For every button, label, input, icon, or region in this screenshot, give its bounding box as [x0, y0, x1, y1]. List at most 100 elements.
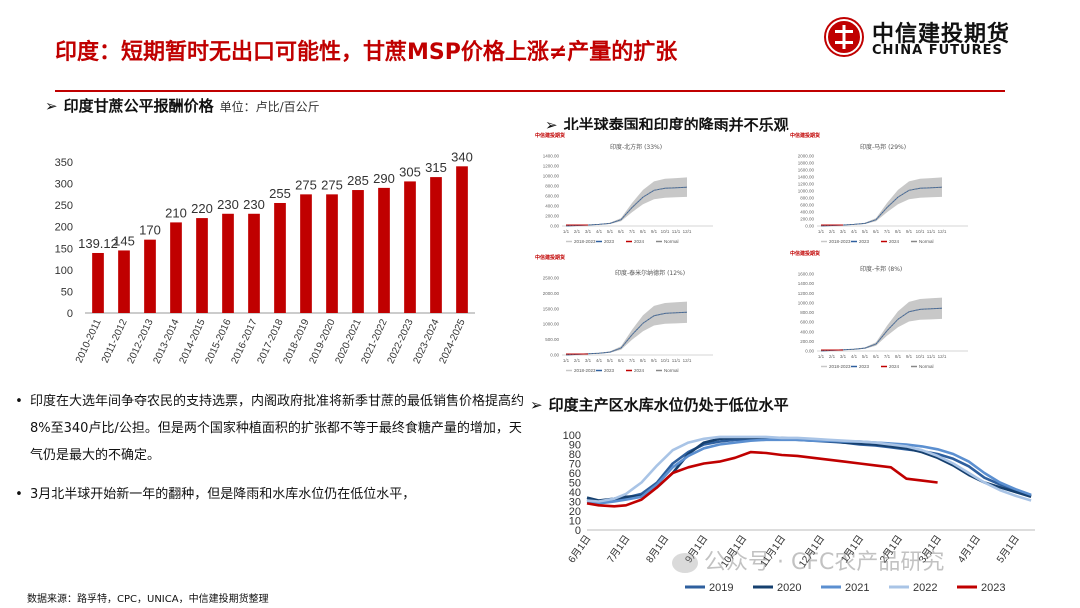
x-tick-label: 10/1: [916, 354, 925, 359]
x-tick-label: 2014-2015: [178, 317, 208, 365]
unit-label: 单位：卢比/百公斤: [219, 100, 320, 114]
y-tick-label: 1500.00: [543, 306, 560, 311]
y-tick-label: 60: [569, 468, 581, 480]
x-tick-label: 2012-2013: [126, 317, 156, 365]
bar: [378, 187, 390, 313]
rain-panel: 中信建投期货 印度-卡邦 (8%) 0.00 200.00 400.00 600.00…: [785, 248, 980, 373]
x-tick-label: 7/1: [629, 358, 636, 363]
rain-chart: 0.00 200.00 400.00 600.00 800.00 1000.00 1200.…: [543, 154, 713, 244]
x-tick-label: 6/1: [873, 354, 880, 359]
y-tick-label: 2000.00: [543, 291, 560, 296]
y-tick-label: 100: [563, 430, 581, 442]
x-tick-label: 9/1: [651, 358, 658, 363]
mini-logo: 中信建投期货: [790, 251, 821, 257]
y-tick-label: 80: [569, 449, 581, 461]
bar: [352, 190, 364, 313]
bar-value-label: 230: [217, 197, 239, 212]
arrow-icon: ➢: [45, 97, 58, 115]
x-tick-label: 2013-2014: [152, 317, 182, 365]
y-tick-label: 1000.00: [798, 300, 815, 305]
bar: [248, 213, 260, 313]
arrow-icon: ➢: [530, 396, 543, 414]
range-band: [821, 177, 942, 226]
bar: [144, 239, 156, 313]
x-tick-label: 11/1: [672, 229, 681, 234]
y-tick-label: 1600.00: [798, 272, 815, 277]
x-tick-label: 5/1: [607, 229, 614, 234]
y-tick-label: 70: [569, 459, 581, 471]
x-tick-label: 5月1日: [994, 533, 1022, 565]
bullet-dot: •: [15, 394, 23, 409]
rain-panel-title: 印度-马邦 (29%): [860, 144, 907, 151]
bar: [326, 194, 338, 313]
series-line-normal: [565, 186, 688, 227]
x-tick-label: 12/1: [683, 358, 692, 363]
x-tick-label: 5/1: [862, 229, 869, 234]
y-tick-label: 200.00: [800, 217, 814, 222]
y-tick-label: 400.00: [800, 329, 814, 334]
x-tick-label: 4/1: [596, 358, 603, 363]
y-tick-label: 0.00: [805, 224, 814, 229]
bar-value-label: 275: [295, 177, 317, 192]
legend-label: 2019: [709, 582, 733, 594]
rain-panel: 中信建投期货 印度-马邦 (29%) 0.00 200.00 400.00 600.0…: [785, 130, 980, 248]
x-tick-label: 1/1: [818, 229, 825, 234]
legend-label: 2023: [604, 368, 615, 373]
rain-chart: 0.00 200.00 400.00 600.00 800.00 1000.00 1200.…: [798, 272, 968, 369]
legend-label: Normal: [919, 239, 934, 244]
bar: [170, 222, 182, 313]
x-tick-label: 11/1: [927, 229, 936, 234]
y-tick-label: 90: [569, 440, 581, 452]
series-line-2022: [586, 435, 1032, 503]
x-tick-label: 8/1: [895, 354, 902, 359]
legend-label: 2018-2023: [829, 364, 851, 369]
range-band: [566, 301, 687, 355]
series-line-normal: [565, 312, 688, 356]
y-tick-label: 1000.00: [543, 322, 560, 327]
page-title: 印度：短期暂时无出口可能性，甘蔗MSP价格上涨≠产量的扩张: [55, 40, 678, 65]
y-tick-label: 30: [569, 497, 581, 509]
legend-label: 2023: [981, 582, 1005, 594]
x-tick-label: 3/1: [840, 354, 847, 359]
y-tick-label: 10: [569, 516, 581, 528]
arrow-icon: ➢: [545, 116, 558, 134]
mini-logo: 中信建投期货: [790, 133, 821, 139]
y-tick-label: 1600.00: [798, 168, 815, 173]
x-tick-label: 11/1: [672, 358, 681, 363]
bar: [118, 250, 130, 313]
bar-value-label: 285: [347, 173, 369, 188]
bar-value-label: 145: [113, 233, 135, 248]
y-tick-label: 0.00: [550, 224, 559, 229]
x-tick-label: 2/1: [829, 229, 836, 234]
bullet-item: • 3月北半球开始新一年的翻种，但是降雨和水库水位仍在低位水平，: [8, 481, 528, 508]
x-tick-label: 2018-2019: [282, 317, 312, 365]
y-tick-label: 0: [575, 525, 581, 537]
legend-label: 2018-2023: [574, 239, 596, 244]
x-tick-label: 7/1: [884, 354, 891, 359]
range-band: [821, 297, 942, 351]
y-tick-label: 50: [61, 286, 73, 298]
bar-value-label: 220: [191, 201, 213, 216]
x-tick-label: 4月1日: [955, 533, 983, 565]
y-tick-label: 0.00: [805, 349, 814, 354]
x-tick-label: 5/1: [862, 354, 869, 359]
y-tick-label: 0: [67, 308, 73, 320]
y-tick-label: 200.00: [545, 214, 559, 219]
bar-value-label: 315: [425, 160, 447, 175]
x-tick-label: 1/1: [563, 358, 570, 363]
x-tick-label: 2020-2021: [334, 317, 364, 365]
x-tick-label: 2/1: [574, 229, 581, 234]
mini-logo: 中信建投期货: [535, 255, 566, 261]
legend-label: Normal: [919, 364, 934, 369]
x-tick-label: 2019-2020: [308, 317, 338, 365]
legend-label: 2020: [777, 582, 801, 594]
section-heading-price: ➢ 印度甘蔗公平报酬价格 单位：卢比/百公斤: [45, 95, 320, 116]
y-tick-label: 150: [55, 243, 73, 255]
bar: [196, 218, 208, 313]
section-heading-reservoir: ➢ 印度主产区水库水位仍处于低位水平: [530, 394, 789, 415]
y-tick-label: 0.00: [550, 353, 559, 358]
x-tick-label: 7月1日: [605, 533, 633, 565]
y-tick-label: 1400.00: [543, 154, 560, 159]
x-tick-label: 10/1: [916, 229, 925, 234]
bullet-list: • 印度在大选年间争夺农民的支持选票，内阁政府批准将新季甘蔗的最低销售价格提高约…: [8, 388, 528, 520]
